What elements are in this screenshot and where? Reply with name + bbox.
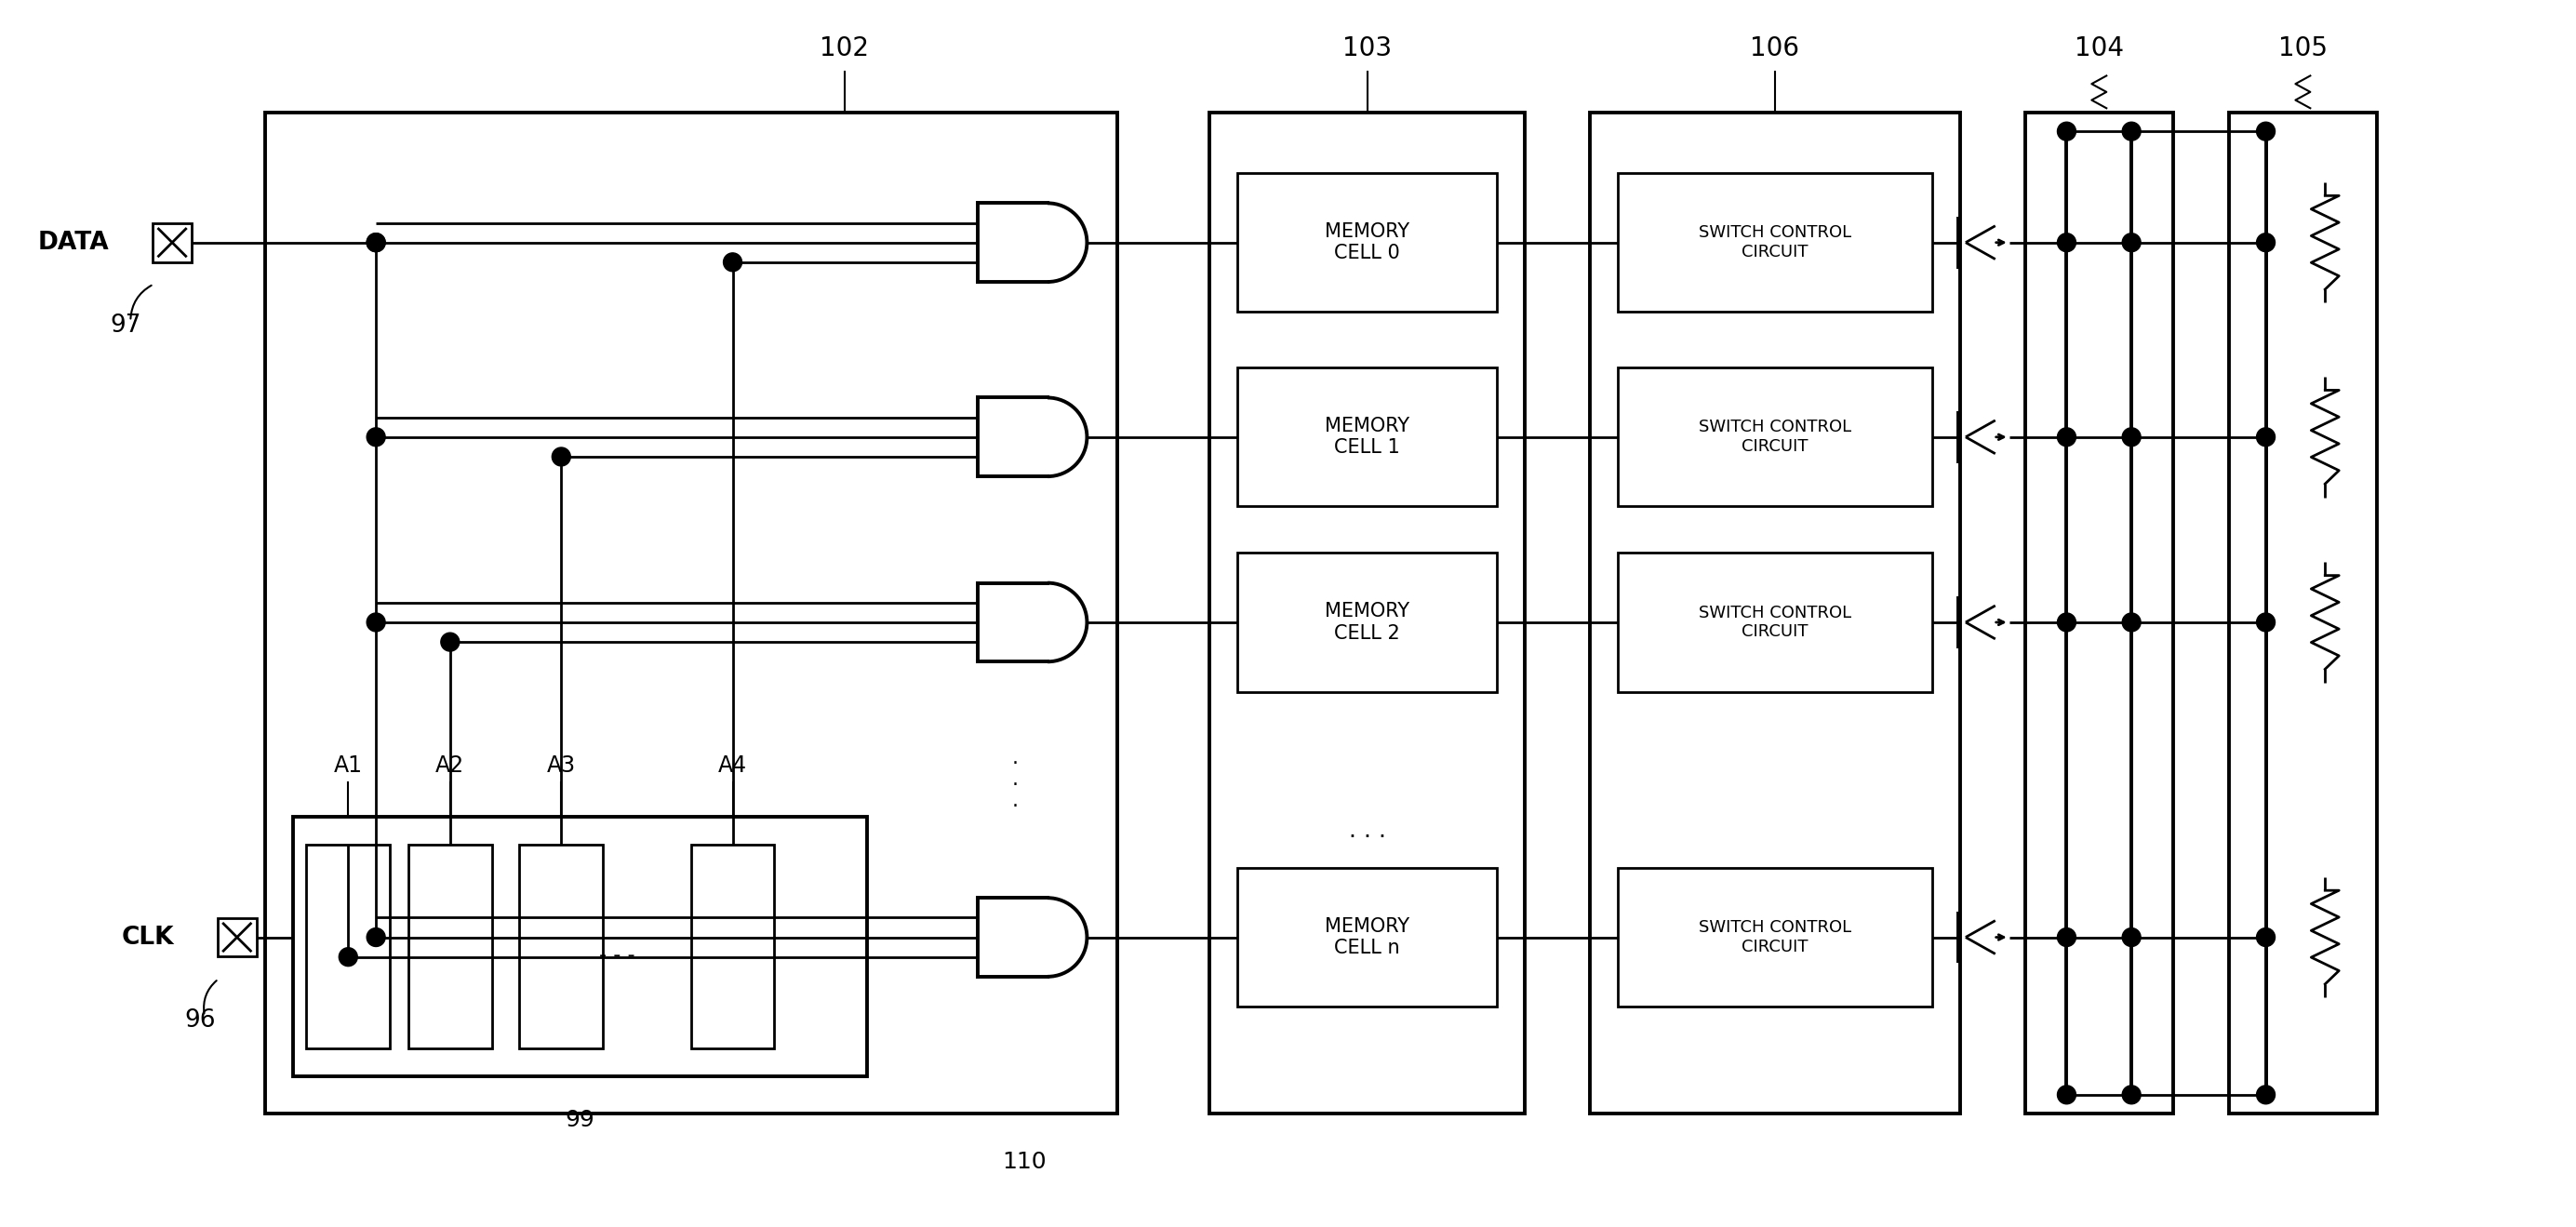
Text: MEMORY
CELL 0: MEMORY CELL 0 [1324,222,1409,263]
Circle shape [2257,928,2275,946]
Bar [1236,368,1497,507]
Circle shape [2123,614,2141,632]
Circle shape [366,233,386,252]
Bar [1618,867,1932,1006]
Circle shape [366,614,386,632]
Bar [152,223,191,261]
Text: MEMORY
CELL n: MEMORY CELL n [1324,917,1409,957]
Bar [2228,113,2378,1113]
Circle shape [2123,928,2141,946]
Bar [1618,368,1932,507]
Circle shape [2058,614,2076,632]
Circle shape [366,928,386,946]
Text: 106: 106 [1749,34,1801,61]
Bar [294,817,868,1076]
Circle shape [366,428,386,447]
Circle shape [2257,233,2275,252]
Circle shape [2123,233,2141,252]
Text: 96: 96 [185,1009,216,1033]
Circle shape [2058,1086,2076,1104]
Text: 104: 104 [2074,34,2123,61]
Circle shape [2123,1086,2141,1104]
Bar [307,844,389,1048]
Text: A1: A1 [335,755,363,777]
Text: .
.
.: . . . [1012,748,1018,811]
Circle shape [2123,428,2141,447]
Circle shape [440,633,459,652]
Circle shape [2123,121,2141,141]
Circle shape [551,448,569,466]
Circle shape [2058,233,2076,252]
Text: MEMORY
CELL 2: MEMORY CELL 2 [1324,602,1409,643]
Bar [1211,113,1525,1113]
Bar [1236,867,1497,1006]
Bar [265,113,1118,1113]
Bar [1589,113,1960,1113]
Bar [1618,173,1932,312]
Bar [520,844,603,1048]
Circle shape [724,253,742,271]
Text: 99: 99 [564,1109,595,1131]
Text: . . .: . . . [1350,820,1386,842]
Bar [1618,553,1932,692]
Text: SWITCH CONTROL
CIRCUIT: SWITCH CONTROL CIRCUIT [1698,919,1852,956]
Circle shape [2257,121,2275,141]
Text: MEMORY
CELL 1: MEMORY CELL 1 [1324,417,1409,458]
Circle shape [2257,1086,2275,1104]
Bar [2025,113,2174,1113]
Circle shape [366,233,386,252]
Circle shape [2257,428,2275,447]
Text: - - -: - - - [598,946,634,966]
Text: SWITCH CONTROL
CIRCUIT: SWITCH CONTROL CIRCUIT [1698,418,1852,455]
Text: SWITCH CONTROL
CIRCUIT: SWITCH CONTROL CIRCUIT [1698,604,1852,640]
Text: 103: 103 [1342,34,1391,61]
Text: 102: 102 [819,34,868,61]
Bar [1236,173,1497,312]
Text: 97: 97 [111,314,142,337]
Text: CLK: CLK [121,925,175,950]
Bar [1236,553,1497,692]
Text: A2: A2 [435,755,464,777]
Circle shape [340,947,358,966]
Circle shape [2058,928,2076,946]
Circle shape [2257,614,2275,632]
Text: 110: 110 [1002,1150,1046,1173]
Text: SWITCH CONTROL
CIRCUIT: SWITCH CONTROL CIRCUIT [1698,225,1852,260]
Text: DATA: DATA [39,231,108,254]
Bar [410,844,492,1048]
Bar [216,918,258,957]
Bar [690,844,775,1048]
Text: A3: A3 [546,755,574,777]
Circle shape [2058,428,2076,447]
Text: A4: A4 [719,755,747,777]
Text: 105: 105 [2277,34,2329,61]
Circle shape [2058,121,2076,141]
